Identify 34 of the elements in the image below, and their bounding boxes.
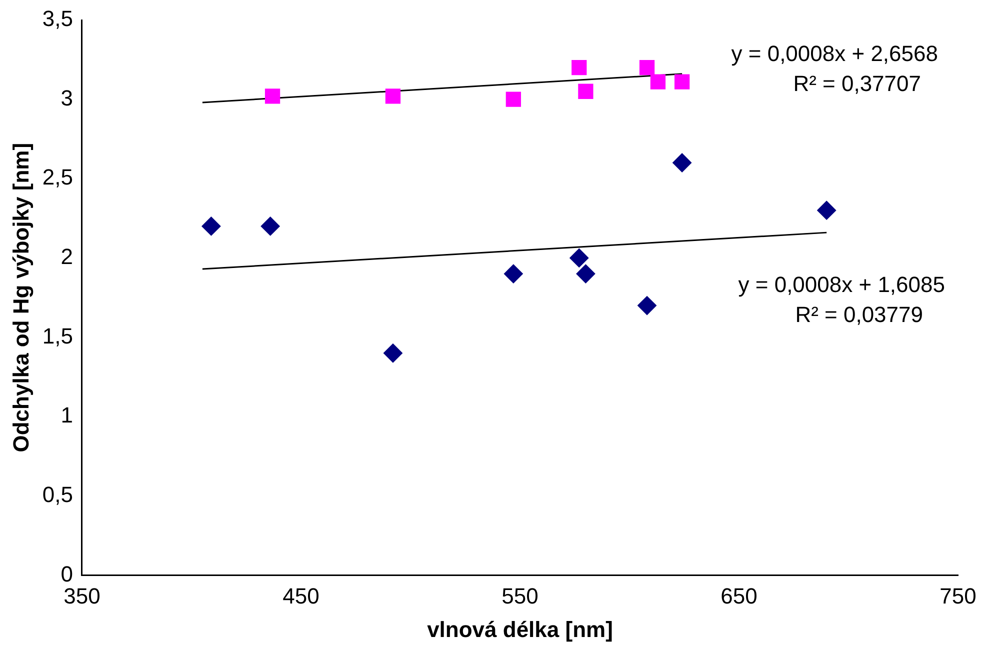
annotation: R² = 0,37707 <box>793 71 921 96</box>
y-tick-label: 2,5 <box>42 164 73 190</box>
x-tick-label: 550 <box>502 583 538 608</box>
point <box>672 153 692 172</box>
point <box>264 88 280 104</box>
point <box>506 92 521 107</box>
y-axis-title: Odchylka od Hg výbojky [nm] <box>8 142 34 452</box>
y-tick-label: 3,5 <box>42 6 73 32</box>
point <box>570 248 589 268</box>
annotation: R² = 0,03779 <box>795 302 923 327</box>
point <box>576 264 596 284</box>
point <box>817 200 836 220</box>
point <box>638 296 657 316</box>
point <box>385 88 401 104</box>
y-tick-label: 0,5 <box>42 482 73 507</box>
point <box>504 264 523 284</box>
point <box>260 216 280 236</box>
point <box>674 74 690 90</box>
x-tick-label: 650 <box>720 583 758 608</box>
annotation: y = 0,0008x + 1,6085 <box>738 272 945 297</box>
point <box>639 60 655 76</box>
point <box>383 344 402 363</box>
x-tick-label: 450 <box>282 583 320 608</box>
x-axis-title: vlnová délka [nm] <box>427 616 613 642</box>
point <box>578 84 594 99</box>
y-tick-label: 2 <box>60 244 73 270</box>
point <box>202 216 221 236</box>
point <box>650 74 666 90</box>
x-tick-label: 750 <box>940 583 976 608</box>
point <box>572 60 587 76</box>
y-tick-label: 3 <box>60 85 73 110</box>
annotation: y = 0,0008x + 2,6568 <box>731 41 938 66</box>
y-tick-label: 1 <box>60 402 73 428</box>
y-tick-label: 1,5 <box>42 323 73 348</box>
